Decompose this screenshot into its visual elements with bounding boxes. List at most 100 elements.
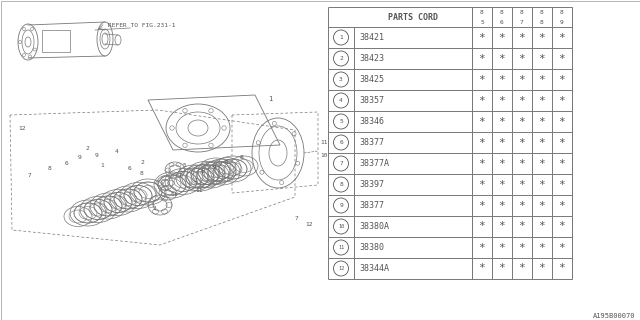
Text: *: *: [499, 95, 506, 106]
Text: *: *: [539, 180, 545, 189]
Text: 38344A: 38344A: [359, 264, 389, 273]
Text: 3: 3: [153, 205, 157, 211]
Text: 38377: 38377: [359, 138, 384, 147]
Text: *: *: [518, 221, 525, 231]
Text: 7: 7: [295, 215, 299, 220]
Text: 3: 3: [339, 77, 343, 82]
Text: 9: 9: [560, 20, 564, 25]
Text: 7: 7: [520, 20, 524, 25]
Text: 8: 8: [140, 171, 144, 175]
Text: 38380: 38380: [359, 243, 384, 252]
Text: *: *: [479, 221, 485, 231]
Text: 7: 7: [339, 161, 343, 166]
Text: 4: 4: [115, 148, 119, 154]
Text: 8: 8: [339, 182, 343, 187]
Text: *: *: [539, 221, 545, 231]
Text: *: *: [479, 180, 485, 189]
Text: 10: 10: [338, 224, 344, 229]
Text: 9: 9: [339, 203, 343, 208]
Text: 38425: 38425: [359, 75, 384, 84]
Text: 8: 8: [240, 155, 244, 159]
Text: *: *: [539, 263, 545, 274]
Text: 38377A: 38377A: [359, 159, 389, 168]
Text: 5: 5: [339, 119, 343, 124]
Text: 4: 4: [200, 170, 204, 174]
Text: *: *: [539, 95, 545, 106]
Text: 9: 9: [78, 155, 82, 159]
Text: *: *: [559, 33, 565, 43]
Text: *: *: [518, 201, 525, 211]
Text: 11: 11: [338, 245, 344, 250]
Text: *: *: [499, 158, 506, 169]
Text: 8: 8: [540, 10, 544, 15]
Text: 8: 8: [500, 10, 504, 15]
Text: 1: 1: [100, 163, 104, 167]
Text: *: *: [518, 158, 525, 169]
Text: *: *: [539, 116, 545, 126]
Text: 2: 2: [140, 159, 144, 164]
Text: 38377: 38377: [359, 201, 384, 210]
Text: *: *: [559, 243, 565, 252]
Text: *: *: [518, 75, 525, 84]
Text: 9: 9: [95, 153, 99, 157]
Text: REFER TO FIG.231-1: REFER TO FIG.231-1: [108, 22, 175, 28]
Text: *: *: [559, 116, 565, 126]
Text: 9: 9: [213, 164, 217, 170]
Text: *: *: [539, 53, 545, 63]
Text: 11: 11: [320, 140, 328, 145]
Text: 6: 6: [65, 161, 68, 165]
Text: *: *: [539, 158, 545, 169]
Text: *: *: [499, 33, 506, 43]
Text: 10: 10: [320, 153, 328, 157]
Text: 8: 8: [48, 165, 52, 171]
Text: *: *: [499, 75, 506, 84]
Text: *: *: [499, 263, 506, 274]
Text: *: *: [479, 116, 485, 126]
Text: *: *: [559, 138, 565, 148]
Text: *: *: [479, 95, 485, 106]
Text: *: *: [479, 158, 485, 169]
Text: *: *: [499, 53, 506, 63]
Text: 12: 12: [18, 125, 26, 131]
Text: A195B00070: A195B00070: [593, 313, 635, 319]
Text: *: *: [559, 201, 565, 211]
Text: 2: 2: [193, 178, 196, 182]
Text: *: *: [518, 138, 525, 148]
Text: *: *: [518, 180, 525, 189]
Text: 38421: 38421: [359, 33, 384, 42]
Text: *: *: [539, 138, 545, 148]
Text: *: *: [479, 263, 485, 274]
Text: *: *: [518, 53, 525, 63]
Text: *: *: [479, 138, 485, 148]
Text: *: *: [539, 75, 545, 84]
Text: *: *: [499, 243, 506, 252]
Text: *: *: [518, 243, 525, 252]
Text: *: *: [479, 33, 485, 43]
Text: *: *: [499, 180, 506, 189]
Text: 1: 1: [268, 96, 272, 102]
Text: *: *: [559, 221, 565, 231]
Text: 8: 8: [560, 10, 564, 15]
Text: 4: 4: [339, 98, 343, 103]
Text: 38397: 38397: [359, 180, 384, 189]
Text: *: *: [479, 75, 485, 84]
Text: *: *: [559, 53, 565, 63]
Text: 6: 6: [500, 20, 504, 25]
Text: *: *: [559, 75, 565, 84]
Text: 8: 8: [540, 20, 544, 25]
Text: 12: 12: [305, 222, 312, 228]
Text: *: *: [539, 33, 545, 43]
Text: *: *: [559, 263, 565, 274]
Text: PARTS CORD: PARTS CORD: [388, 12, 438, 21]
Text: *: *: [499, 138, 506, 148]
Text: 6: 6: [128, 165, 132, 171]
Text: *: *: [539, 243, 545, 252]
Text: 8: 8: [520, 10, 524, 15]
Text: 6: 6: [339, 140, 343, 145]
Text: 38357: 38357: [359, 96, 384, 105]
Text: 11: 11: [195, 188, 202, 193]
Text: *: *: [518, 116, 525, 126]
Text: 2: 2: [85, 146, 89, 150]
Text: *: *: [518, 33, 525, 43]
Text: *: *: [539, 201, 545, 211]
